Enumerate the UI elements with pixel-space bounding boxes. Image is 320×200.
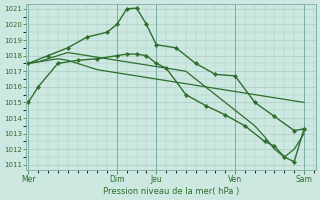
X-axis label: Pression niveau de la mer( hPa ): Pression niveau de la mer( hPa )	[103, 187, 239, 196]
